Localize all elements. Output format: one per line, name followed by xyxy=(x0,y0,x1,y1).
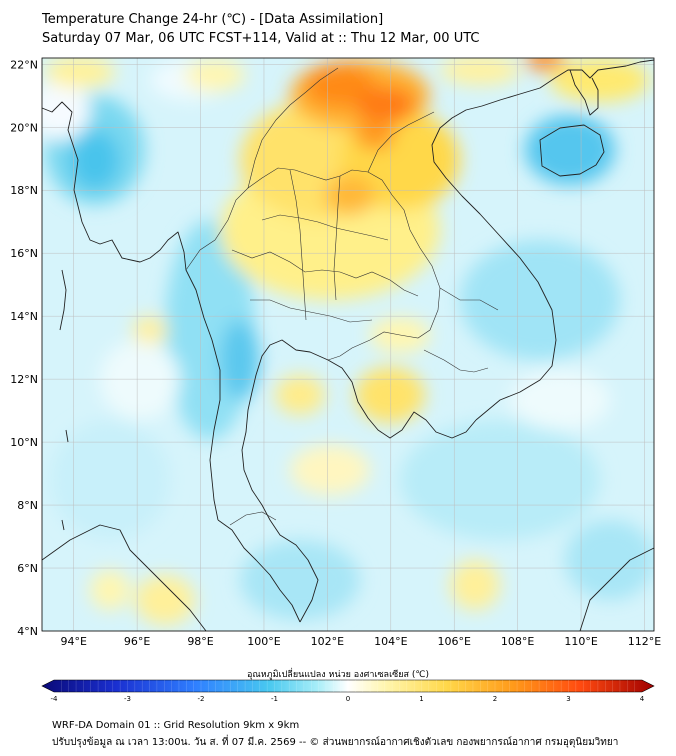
colorbar-tick-label: 3 xyxy=(566,695,570,703)
footer-domain-info: WRF-DA Domain 01 :: Grid Resolution 9km … xyxy=(52,720,300,731)
footer-update-info: ปรับปรุงข้อมูล ณ เวลา 13:00น. วัน ส. ที่… xyxy=(52,737,619,748)
lat-tick-label: 18°N xyxy=(10,184,38,197)
lat-tick-label: 4°N xyxy=(17,625,38,638)
colorbar-tick-label: 1 xyxy=(419,695,423,703)
colorbar: -4 -3 -2 -1 0 1 2 3 4 xyxy=(41,679,655,703)
lon-tick-label: 98°E xyxy=(187,635,213,648)
lat-tick-label: 20°N xyxy=(10,121,38,134)
latitude-tick-labels: 22°N 20°N 18°N 16°N 14°N 12°N 10°N 8°N 6°N 4°N xyxy=(10,58,38,638)
coastlines xyxy=(41,59,655,632)
map-gridlines xyxy=(42,58,654,632)
colorbar-tick-label: -4 xyxy=(51,695,59,703)
map-frame xyxy=(41,57,655,632)
lon-tick-label: 100°E xyxy=(247,635,280,648)
lon-tick-label: 102°E xyxy=(311,635,344,648)
lon-tick-label: 94°E xyxy=(60,635,86,648)
temperature-field xyxy=(42,58,654,631)
lat-tick-label: 16°N xyxy=(10,247,38,260)
lat-tick-label: 12°N xyxy=(10,373,38,386)
lon-tick-label: 110°E xyxy=(564,635,597,648)
country-borders xyxy=(185,67,499,526)
colorbar-tick-label: 0 xyxy=(346,695,350,703)
map-title: Temperature Change 24-hr (℃) - [Data Ass… xyxy=(42,12,384,27)
lat-tick-label: 22°N xyxy=(10,58,38,71)
lon-tick-label: 108°E xyxy=(501,635,534,648)
lat-tick-label: 14°N xyxy=(10,310,38,323)
lon-tick-label: 112°E xyxy=(628,635,661,648)
lon-tick-label: 106°E xyxy=(438,635,471,648)
longitude-tick-labels: 94°E 96°E 98°E 100°E 102°E 104°E 106°E 108°E 110… xyxy=(60,635,661,648)
colorbar-tick-label: -3 xyxy=(124,695,131,703)
colorbar-tick-label: -1 xyxy=(271,695,278,703)
colorbar-tick-label: -2 xyxy=(198,695,205,703)
lon-tick-label: 104°E xyxy=(374,635,407,648)
map-subtitle: Saturday 07 Mar, 06 UTC FCST+114, Valid … xyxy=(42,31,480,46)
lat-tick-label: 6°N xyxy=(17,562,38,575)
lat-tick-label: 10°N xyxy=(10,436,38,449)
colorbar-tick-label: 4 xyxy=(640,695,645,703)
lon-tick-label: 96°E xyxy=(124,635,150,648)
colorbar-label: อุณหภูมิเปลี่ยนแปลง หน่วย องศาเซลเซียส (… xyxy=(246,670,430,680)
lat-tick-label: 8°N xyxy=(17,499,38,512)
colorbar-tick-label: 2 xyxy=(493,695,497,703)
